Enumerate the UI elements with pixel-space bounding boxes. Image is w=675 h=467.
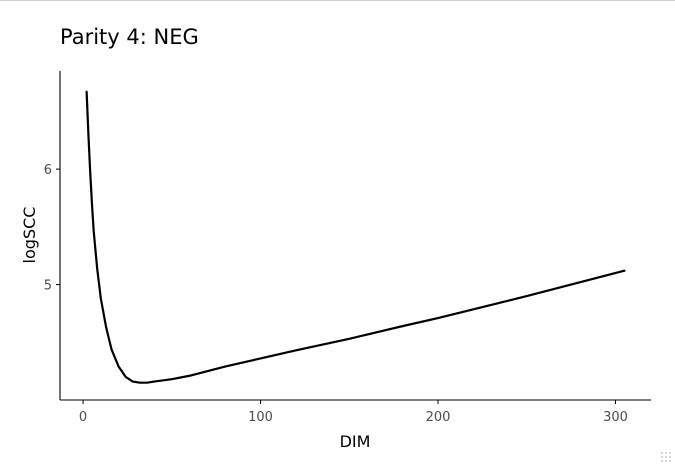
plot-area — [85, 90, 626, 384]
x-tick-label: 200 — [426, 410, 451, 425]
x-ticks: 0 100 200 300 — [79, 400, 628, 425]
resize-grip-icon[interactable] — [660, 451, 672, 463]
y-ticks: 56 — [44, 163, 60, 294]
x-tick-label: 0 — [79, 410, 87, 425]
y-axis-title: logSCC — [20, 207, 39, 264]
x-tick-label: 100 — [248, 410, 273, 425]
y-tick-label: 5 — [44, 279, 52, 294]
chart-title: Parity 4: NEG — [60, 25, 199, 49]
x-tick-label: 300 — [603, 410, 628, 425]
y-tick-label: 6 — [44, 163, 52, 178]
x-axis-title: DIM — [340, 432, 371, 451]
series-line — [85, 90, 626, 384]
